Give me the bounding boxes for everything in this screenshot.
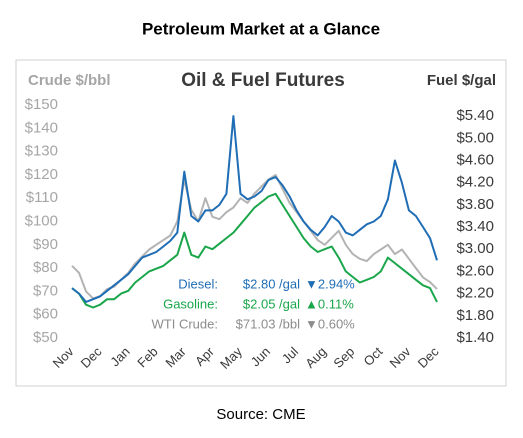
x-tick-label: Nov [50,344,77,371]
x-tick-label: Mar [162,343,189,370]
chart-frame [15,59,507,387]
y2-tick-label: $4.20 [456,174,494,191]
series-line [71,115,438,303]
source: Source: CME [216,406,305,423]
series-line [71,173,438,300]
legend-change: ▼2.94% [305,276,355,291]
legend-label: Gasoline: [163,296,218,311]
legend-change: ▲0.11% [305,296,354,311]
x-tick-label: Nov [387,344,414,371]
y-tick-label: $50 [33,329,58,346]
x-tick-label: Jun [248,344,273,369]
y-tick-label: $150 [25,96,58,113]
legend-label: WTI Crude: [152,316,218,331]
x-tick-label: Oct [360,344,385,369]
y-tick-label: $110 [26,189,58,206]
chart-title: Oil & Fuel Futures [181,70,345,91]
x-tick-label: Dec [78,344,105,371]
y-tick-label: $140 [25,119,58,136]
y2-tick-label: $3.40 [456,218,494,235]
y-tick-label: $100 [25,212,58,229]
y2-tick-label: $2.60 [456,262,494,279]
legend-change: ▼0.60% [305,316,355,331]
series-line [71,192,438,309]
y2-tick-label: $1.40 [456,329,494,346]
y2-tick-label: $5.00 [456,129,494,146]
y-tick-label: $70 [33,282,58,299]
y-tick-label: $80 [33,259,58,276]
x-tick-label: Feb [134,344,160,370]
y-axis-label: Crude $/bbl [28,72,111,89]
y2-tick-label: $4.60 [456,151,494,168]
y-tick-label: $60 [33,306,58,323]
y2-tick-label: $1.80 [456,307,494,324]
page-title: Petroleum Market at a Glance [142,19,380,38]
x-tick-label: Dec [415,344,442,371]
x-tick-label: Apr [192,343,217,368]
x-tick-label: Jan [107,344,132,369]
legend-value: $2.80 /gal [243,276,300,291]
legend-label: Diesel: [178,276,218,291]
y2-tick-label: $2.20 [456,285,494,302]
x-tick-label: Jul [279,344,301,366]
legend-value: $71.03 /bbl [236,316,300,331]
y-tick-label: $130 [25,143,58,160]
x-tick-label: May [217,344,245,372]
y2-axis-label: Fuel $/gal [427,72,496,89]
y-tick-label: $120 [25,166,58,183]
y2-tick-label: $3.00 [456,240,494,257]
legend-value: $2.05 /gal [243,296,300,311]
y2-tick-label: $5.40 [456,107,494,124]
y-tick-label: $90 [33,236,58,253]
x-tick-label: Sep [330,344,357,371]
y2-tick-label: $3.80 [456,196,494,213]
x-tick-label: Aug [302,344,329,371]
